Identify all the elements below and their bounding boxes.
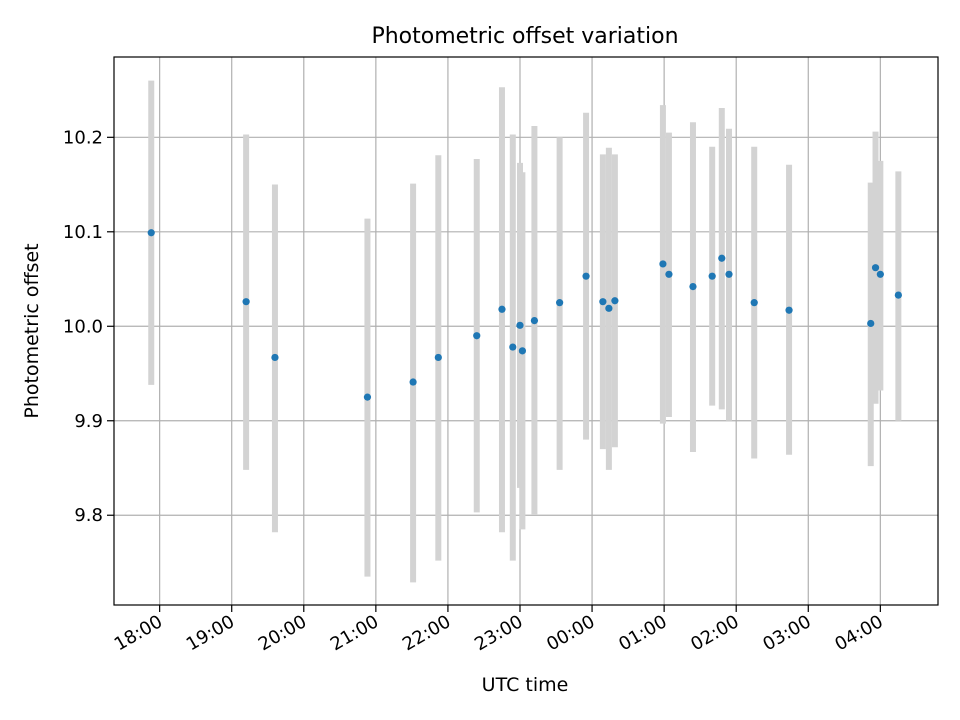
data-point: [725, 270, 733, 278]
data-point: [271, 353, 279, 362]
data-point: [785, 306, 793, 314]
data-point: [434, 353, 442, 362]
plot-frame: [113, 56, 939, 606]
y-axis-label: Photometric offset: [21, 243, 43, 418]
data-point: [473, 332, 481, 340]
data-point: [605, 304, 613, 312]
y-tick-label: 9.9: [74, 411, 103, 432]
y-tick-label: 10.2: [63, 127, 103, 148]
data-point: [242, 298, 250, 306]
data-point: [867, 319, 875, 328]
data-point: [708, 272, 716, 280]
x-axis-label: UTC time: [482, 674, 569, 696]
data-point: [409, 378, 417, 386]
data-point: [659, 260, 667, 268]
data-point: [582, 272, 590, 280]
y-tick-label: 10.0: [63, 316, 103, 337]
data-point: [611, 297, 619, 305]
data-point: [498, 305, 506, 313]
data-point: [556, 299, 564, 307]
data-point: [516, 321, 524, 329]
chart-title: Photometric offset variation: [371, 24, 678, 49]
data-point: [147, 229, 155, 237]
y-tick-label: 9.8: [74, 505, 103, 526]
plot-background: [114, 57, 938, 605]
data-point: [718, 254, 726, 262]
data-point: [750, 299, 758, 307]
data-point: [509, 343, 517, 351]
data-point: [530, 317, 539, 325]
data-point: [876, 270, 884, 278]
data-point: [894, 291, 902, 299]
data-point: [599, 298, 607, 306]
data-point: [665, 270, 673, 278]
data-point: [871, 264, 880, 272]
data-point: [363, 393, 372, 401]
data-point: [518, 347, 526, 355]
y-axis: 9.8 9.9 10.0 10.1 10.2: [63, 127, 114, 526]
y-tick-label: 10.1: [63, 222, 103, 243]
data-points: [147, 229, 902, 401]
data-point: [689, 282, 697, 291]
